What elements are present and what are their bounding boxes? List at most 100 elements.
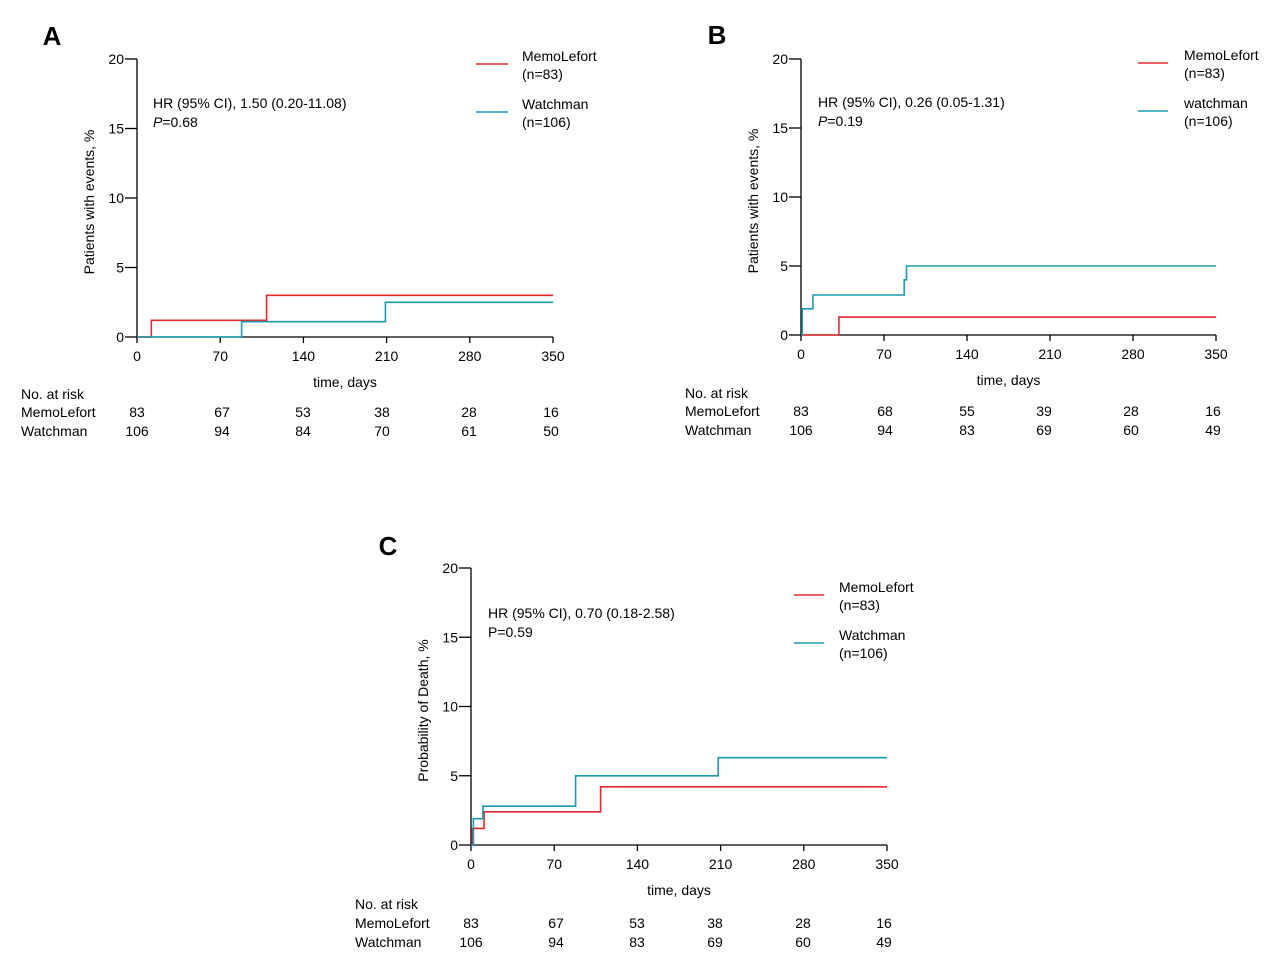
x-tick-label: 140 bbox=[955, 346, 979, 362]
hazard-ratio-text: HR (95% CI), 1.50 (0.20-11.08) bbox=[153, 95, 347, 111]
risk-cell: 94 bbox=[877, 422, 893, 438]
risk-cell: 69 bbox=[707, 934, 723, 950]
series-line-watchman bbox=[471, 756, 887, 846]
risk-cell: 94 bbox=[548, 934, 564, 950]
y-tick-label: 0 bbox=[450, 837, 458, 853]
risk-row-label: Watchman bbox=[685, 422, 751, 438]
legend-count: (n=106) bbox=[522, 114, 571, 130]
y-tick-label: 5 bbox=[116, 260, 124, 276]
risk-cell: 83 bbox=[629, 934, 645, 950]
panel-b: B 0 5 10 15 20 0 70 140 210 280 350 time, days Patien… bbox=[685, 20, 1259, 438]
y-tick-label: 20 bbox=[108, 51, 124, 67]
risk-cell: 61 bbox=[461, 423, 477, 439]
y-tick-label: 15 bbox=[442, 629, 458, 645]
legend-entry: Watchman (n=106) bbox=[476, 96, 588, 130]
risk-cell: 69 bbox=[1036, 422, 1052, 438]
p-value-text: P=0.68 bbox=[153, 114, 198, 130]
risk-row-label: MemoLefort bbox=[355, 915, 430, 931]
series-line-watchman bbox=[137, 301, 553, 338]
legend-label: Watchman bbox=[522, 96, 588, 112]
y-tick-label: 5 bbox=[780, 258, 788, 274]
risk-cell: 83 bbox=[793, 403, 809, 419]
risk-cell: 49 bbox=[1205, 422, 1221, 438]
legend-label: MemoLefort bbox=[839, 579, 914, 595]
risk-cell: 60 bbox=[1123, 422, 1139, 438]
legend-count: (n=83) bbox=[522, 66, 563, 82]
risk-row-label: MemoLefort bbox=[685, 403, 760, 419]
risk-cell: 83 bbox=[959, 422, 975, 438]
risk-table-title: No. at risk bbox=[355, 896, 419, 912]
y-tick-label: 15 bbox=[108, 121, 124, 137]
legend-count: (n=106) bbox=[839, 645, 888, 661]
risk-cell: 83 bbox=[463, 915, 479, 931]
legend-count: (n=83) bbox=[839, 597, 880, 613]
p-value-text: P=0.19 bbox=[818, 113, 863, 129]
y-tick-label: 15 bbox=[772, 120, 788, 136]
x-tick-label: 350 bbox=[1204, 346, 1228, 362]
risk-table: No. at risk MemoLefort 83 67 53 38 28 16 Watchma… bbox=[355, 896, 892, 950]
y-tick-label: 0 bbox=[116, 329, 124, 345]
risk-cell: 50 bbox=[543, 423, 559, 439]
risk-cell: 38 bbox=[707, 915, 723, 931]
risk-cell: 106 bbox=[789, 422, 813, 438]
y-axis-label: Patients with events, % bbox=[745, 129, 761, 274]
x-axis-label: time, days bbox=[313, 374, 377, 390]
x-tick-label: 210 bbox=[709, 856, 733, 872]
risk-cell: 106 bbox=[459, 934, 483, 950]
risk-table: No. at risk MemoLefort 83 67 53 38 28 16 Watchma… bbox=[21, 386, 559, 439]
x-tick-label: 280 bbox=[1121, 346, 1145, 362]
x-tick-label: 70 bbox=[212, 348, 228, 364]
risk-row-label: Watchman bbox=[355, 934, 421, 950]
legend-label: MemoLefort bbox=[522, 48, 597, 64]
risk-cell: 55 bbox=[959, 403, 975, 419]
x-tick-label: 0 bbox=[797, 346, 805, 362]
panel-c: C 0 5 10 15 20 0 70 140 210 280 350 time, days Probab… bbox=[355, 531, 914, 950]
hazard-ratio-text: HR (95% CI), 0.26 (0.05-1.31) bbox=[818, 94, 1005, 110]
x-tick-label: 210 bbox=[375, 348, 399, 364]
risk-cell: 106 bbox=[125, 423, 149, 439]
x-tick-label: 70 bbox=[876, 346, 892, 362]
risk-table: No. at risk MemoLefort 83 68 55 39 28 16 Watchma… bbox=[685, 385, 1221, 438]
risk-table-title: No. at risk bbox=[21, 386, 85, 402]
risk-cell: 53 bbox=[295, 404, 311, 420]
x-tick-label: 350 bbox=[875, 856, 899, 872]
series-line-memolefort bbox=[801, 316, 1216, 336]
risk-cell: 84 bbox=[295, 423, 311, 439]
y-tick-label: 10 bbox=[442, 699, 458, 715]
risk-cell: 16 bbox=[876, 915, 892, 931]
series-line-watchman bbox=[801, 265, 1216, 336]
legend-entry: MemoLefort (n=83) bbox=[794, 579, 914, 613]
legend-entry: MemoLefort (n=83) bbox=[476, 48, 597, 82]
legend-count: (n=106) bbox=[1184, 113, 1233, 129]
risk-cell: 94 bbox=[214, 423, 230, 439]
x-tick-label: 140 bbox=[626, 856, 650, 872]
risk-row-label: Watchman bbox=[21, 423, 87, 439]
p-value-text: P=0.59 bbox=[488, 624, 533, 640]
y-axis-label: Patients with events, % bbox=[81, 130, 97, 275]
series-line-memolefort bbox=[471, 785, 887, 846]
x-tick-label: 140 bbox=[292, 348, 316, 364]
risk-cell: 16 bbox=[1205, 403, 1221, 419]
x-tick-label: 210 bbox=[1038, 346, 1062, 362]
risk-cell: 16 bbox=[543, 404, 559, 420]
y-tick-label: 0 bbox=[780, 327, 788, 343]
y-tick-label: 10 bbox=[108, 190, 124, 206]
panel-letter: B bbox=[708, 20, 727, 50]
risk-cell: 67 bbox=[214, 404, 230, 420]
panel-a: A 0 5 10 15 20 0 70 140 210 280 350 time, days Patien… bbox=[21, 21, 597, 439]
x-tick-label: 0 bbox=[467, 856, 475, 872]
legend-label: watchman bbox=[1183, 95, 1248, 111]
risk-cell: 38 bbox=[374, 404, 390, 420]
legend-entry: Watchman (n=106) bbox=[794, 627, 905, 661]
y-tick-label: 20 bbox=[442, 560, 458, 576]
panel-letter: C bbox=[379, 531, 398, 561]
legend-entry: MemoLefort (n=83) bbox=[1138, 47, 1259, 81]
risk-cell: 68 bbox=[877, 403, 893, 419]
legend-count: (n=83) bbox=[1184, 65, 1225, 81]
risk-cell: 70 bbox=[374, 423, 390, 439]
risk-cell: 83 bbox=[129, 404, 145, 420]
x-axis-label: time, days bbox=[647, 882, 711, 898]
risk-cell: 28 bbox=[461, 404, 477, 420]
hazard-ratio-text: HR (95% CI), 0.70 (0.18-2.58) bbox=[488, 605, 675, 621]
